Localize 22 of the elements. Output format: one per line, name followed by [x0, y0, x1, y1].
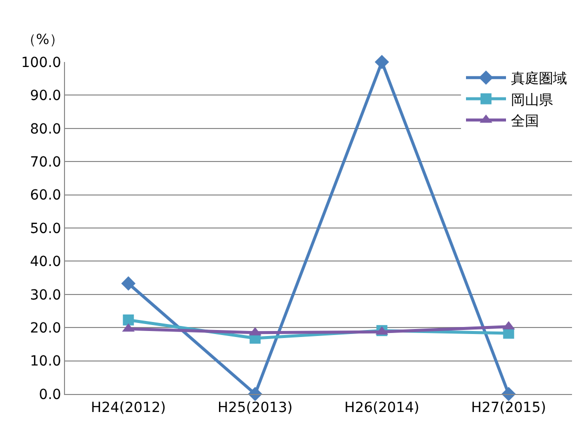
x-tick-label: H26(2014) [344, 400, 420, 416]
legend-label: 真庭圏域 [511, 71, 567, 88]
x-tick-label: H27(2015) [471, 400, 546, 416]
x-tick-label: H24(2012) [90, 400, 166, 416]
y-tick-label: 10.0 [30, 354, 62, 370]
y-tick-label: 80.0 [30, 121, 62, 138]
y-axis-title: （%） [22, 32, 64, 48]
x-tick-label: H25(2013) [218, 400, 293, 416]
y-tick-label: 20.0 [30, 320, 62, 336]
point [374, 54, 390, 70]
point [121, 276, 136, 291]
y-tick-label: 100.0 [21, 54, 62, 71]
y-tick-label: 40.0 [30, 254, 62, 270]
y-tick-label: 0.0 [38, 386, 62, 403]
y-tick-label: 30.0 [30, 287, 62, 304]
point [122, 314, 134, 326]
legend-label: 岡山県 [511, 92, 553, 108]
y-tick-label: 90.0 [30, 88, 62, 104]
y-tick-label: 60.0 [30, 188, 62, 204]
y-tick-label: 50.0 [30, 220, 62, 237]
legend-label: 全国 [511, 113, 539, 130]
y-tick-label: 70.0 [30, 154, 62, 170]
